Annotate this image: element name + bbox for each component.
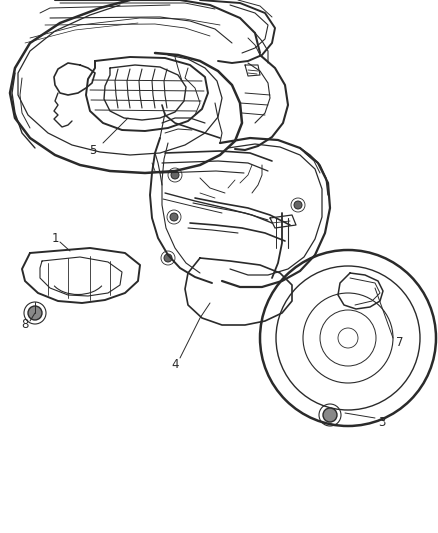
Text: 7: 7 [396, 336, 404, 350]
Text: 8: 8 [21, 319, 28, 332]
Text: 5: 5 [89, 143, 97, 157]
Circle shape [28, 306, 42, 320]
Circle shape [171, 171, 179, 179]
Text: 3: 3 [378, 416, 386, 430]
Circle shape [323, 408, 337, 422]
Circle shape [170, 213, 178, 221]
Text: 1: 1 [51, 231, 59, 245]
Circle shape [294, 201, 302, 209]
Text: 4: 4 [171, 359, 179, 372]
Circle shape [164, 254, 172, 262]
